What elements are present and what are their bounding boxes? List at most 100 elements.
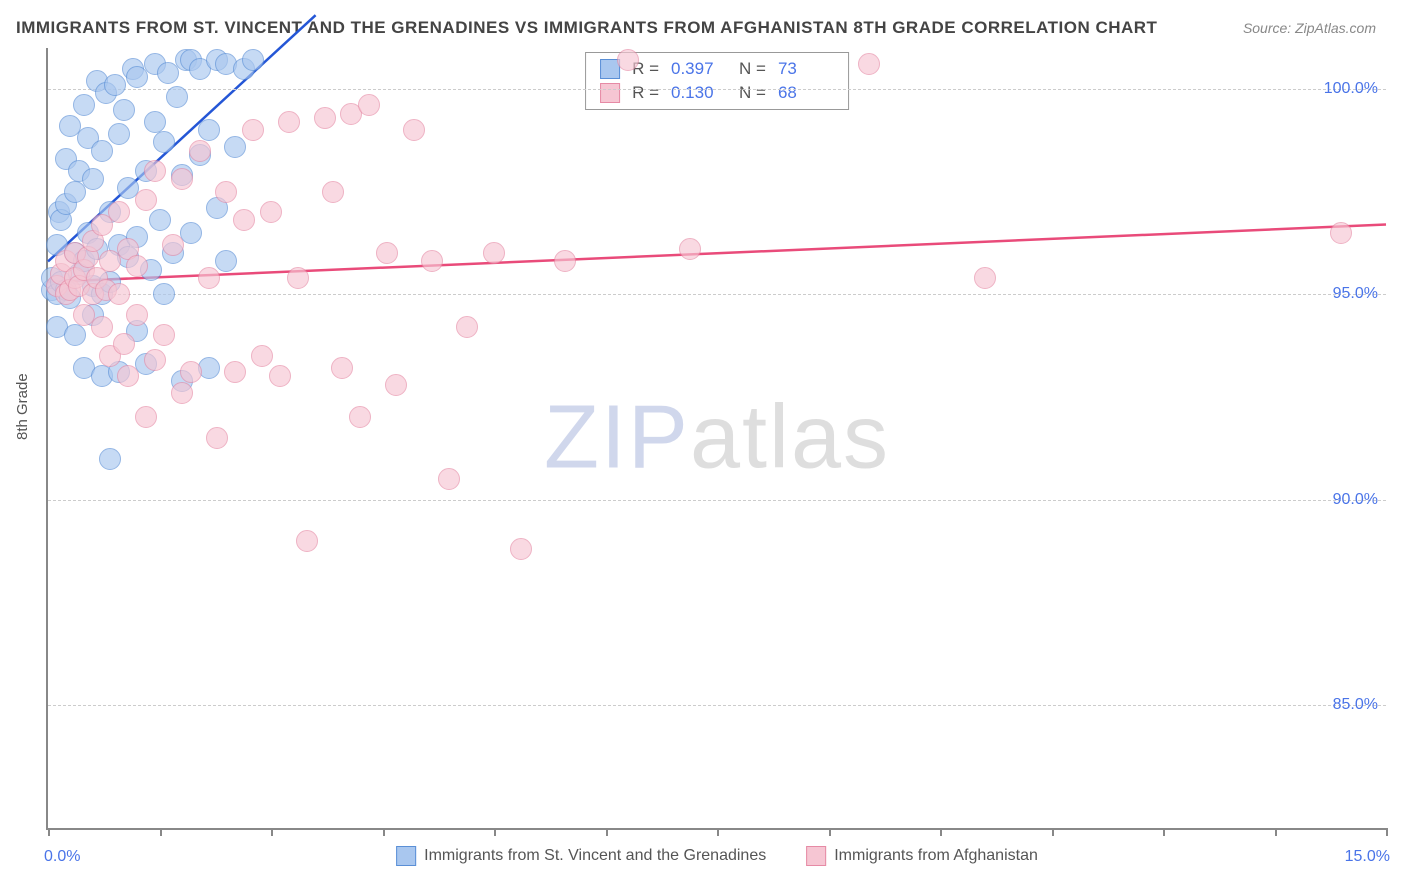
point-series-b (376, 242, 398, 264)
x-tick (1386, 828, 1388, 836)
point-series-b (858, 53, 880, 75)
point-series-b (198, 267, 220, 289)
point-series-a (64, 324, 86, 346)
point-series-b (456, 316, 478, 338)
point-series-a (215, 250, 237, 272)
y-tick-label: 85.0% (1333, 696, 1378, 714)
point-series-b (144, 160, 166, 182)
point-series-b (331, 357, 353, 379)
legend-label-series-b: Immigrants from Afghanistan (834, 847, 1038, 865)
point-series-a (104, 74, 126, 96)
y-tick-label: 95.0% (1333, 285, 1378, 303)
swatch-series-b (806, 846, 826, 866)
chart-title: IMMIGRANTS FROM ST. VINCENT AND THE GREN… (16, 18, 1157, 38)
point-series-b (108, 283, 130, 305)
gridline (48, 500, 1386, 501)
point-series-b (510, 538, 532, 560)
point-series-b (438, 468, 460, 490)
legend-n-value-b: 68 (778, 83, 834, 103)
point-series-b (135, 406, 157, 428)
plot-area: ZIPatlas R = 0.397 N = 73 R = 0.130 N = … (46, 48, 1386, 830)
point-series-b (126, 304, 148, 326)
point-series-b (287, 267, 309, 289)
point-series-b (224, 361, 246, 383)
point-series-a (73, 94, 95, 116)
point-series-b (403, 119, 425, 141)
x-tick (383, 828, 385, 836)
y-axis-label: 8th Grade (14, 373, 31, 440)
legend-row-series-b: R = 0.130 N = 68 (600, 81, 834, 105)
legend-n-value-a: 73 (778, 59, 834, 79)
x-tick (829, 828, 831, 836)
x-tick (1275, 828, 1277, 836)
point-series-b (108, 201, 130, 223)
point-series-a (153, 283, 175, 305)
point-series-b (135, 189, 157, 211)
legend-n-label: N = (739, 59, 766, 79)
point-series-b (206, 427, 228, 449)
point-series-b (617, 49, 639, 71)
x-axis-max-label: 15.0% (1345, 848, 1390, 866)
point-series-b (269, 365, 291, 387)
series-legend: Immigrants from St. Vincent and the Gren… (396, 846, 1038, 866)
point-series-a (99, 448, 121, 470)
point-series-a (108, 123, 130, 145)
legend-item-series-b: Immigrants from Afghanistan (806, 846, 1038, 866)
point-series-b (314, 107, 336, 129)
chart-source: Source: ZipAtlas.com (1243, 20, 1376, 36)
x-tick (160, 828, 162, 836)
point-series-b (117, 365, 139, 387)
point-series-b (189, 140, 211, 162)
point-series-b (180, 361, 202, 383)
point-series-a (82, 168, 104, 190)
point-series-b (1330, 222, 1352, 244)
legend-item-series-a: Immigrants from St. Vincent and the Gren… (396, 846, 766, 866)
point-series-b (162, 234, 184, 256)
x-tick (271, 828, 273, 836)
gridline (48, 294, 1386, 295)
point-series-b (278, 111, 300, 133)
swatch-series-a (396, 846, 416, 866)
point-series-b (126, 255, 148, 277)
point-series-b (483, 242, 505, 264)
trend-line (48, 225, 1386, 282)
x-tick (1163, 828, 1165, 836)
legend-label-series-a: Immigrants from St. Vincent and the Gren… (424, 847, 766, 865)
gridline (48, 705, 1386, 706)
point-series-b (296, 530, 318, 552)
x-tick (1052, 828, 1054, 836)
legend-r-value-b: 0.130 (671, 83, 727, 103)
point-series-a (224, 136, 246, 158)
point-series-b (113, 333, 135, 355)
x-tick (48, 828, 50, 836)
y-tick-label: 90.0% (1333, 491, 1378, 509)
point-series-a (242, 49, 264, 71)
point-series-a (144, 111, 166, 133)
point-series-a (166, 86, 188, 108)
point-series-b (349, 406, 371, 428)
point-series-b (322, 181, 344, 203)
point-series-b (358, 94, 380, 116)
point-series-b (260, 201, 282, 223)
x-tick (606, 828, 608, 836)
point-series-b (385, 374, 407, 396)
x-axis-min-label: 0.0% (44, 848, 80, 866)
legend-r-label: R = (632, 83, 659, 103)
point-series-b (215, 181, 237, 203)
point-series-b (421, 250, 443, 272)
point-series-a (198, 119, 220, 141)
point-series-a (153, 131, 175, 153)
point-series-b (251, 345, 273, 367)
point-series-a (113, 99, 135, 121)
point-series-a (91, 140, 113, 162)
legend-n-label: N = (739, 83, 766, 103)
point-series-b (144, 349, 166, 371)
legend-r-value-a: 0.397 (671, 59, 727, 79)
x-tick (940, 828, 942, 836)
x-tick (717, 828, 719, 836)
point-series-b (242, 119, 264, 141)
y-tick-label: 100.0% (1324, 80, 1378, 98)
point-series-b (171, 382, 193, 404)
point-series-b (233, 209, 255, 231)
point-series-b (554, 250, 576, 272)
